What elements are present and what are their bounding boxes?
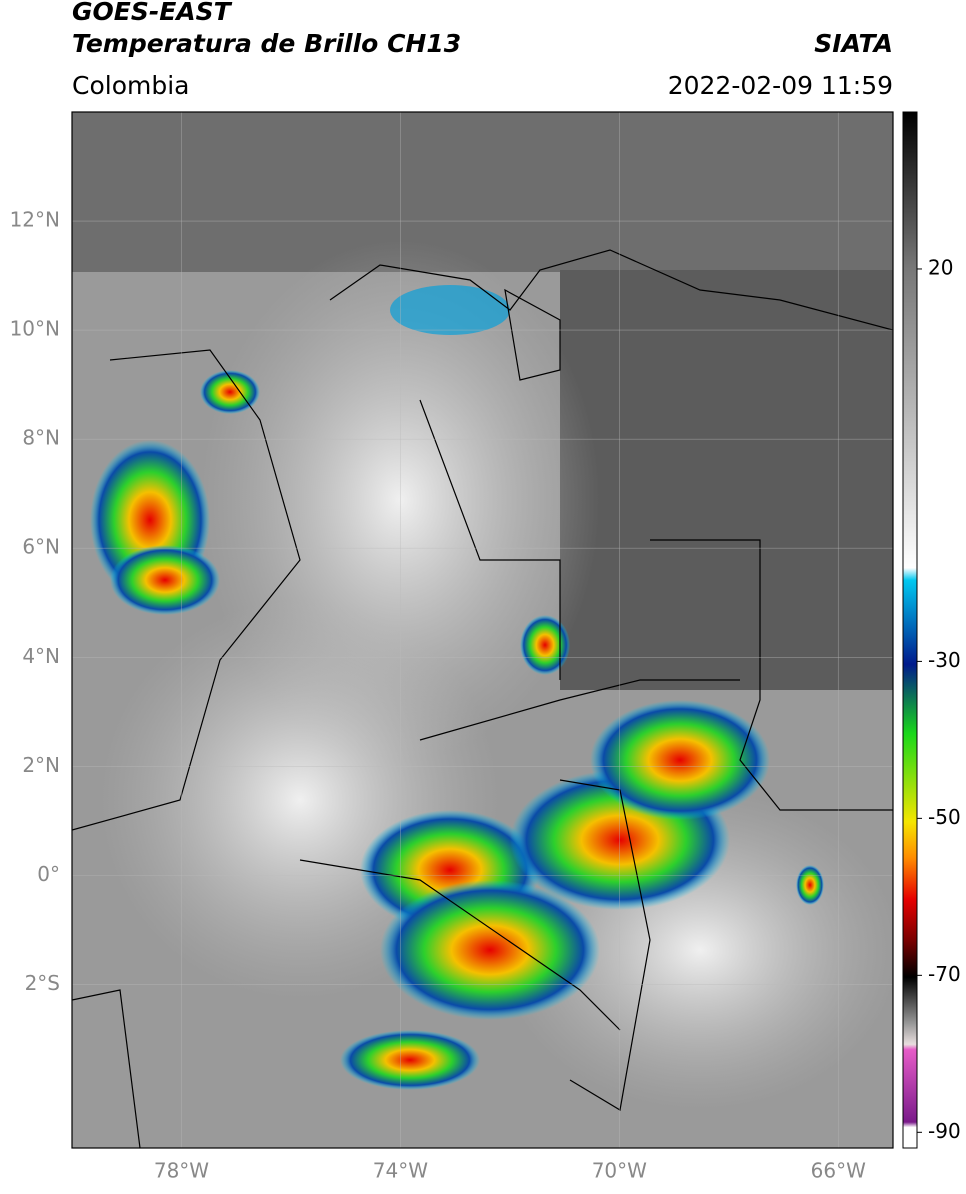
lon-label: 74°W	[373, 1159, 428, 1183]
satellite-image	[72, 112, 893, 1148]
map-frame	[71, 111, 894, 1149]
title: GOES-EAST	[72, 0, 233, 26]
lon-label: 70°W	[592, 1159, 647, 1183]
timestamp: 2022-02-09 11:59	[668, 71, 893, 100]
colorbar-tick-label: -90	[928, 1119, 961, 1143]
colorbar-tick-label: -70	[928, 962, 961, 986]
region: Colombia	[72, 71, 189, 100]
colorbar-tick-label: -50	[928, 805, 961, 829]
lon-label: 66°W	[811, 1159, 866, 1183]
colorbar	[902, 111, 918, 1149]
lat-label: 4°N	[22, 644, 60, 668]
source: SIATA	[814, 29, 893, 58]
lat-label: 10°N	[10, 317, 60, 341]
lat-label: 2°N	[22, 753, 60, 777]
lat-label: 2°S	[25, 971, 60, 995]
subtitle: Temperatura de Brillo CH13	[72, 29, 461, 58]
colorbar-tick-label: -30	[928, 648, 961, 672]
colorbar-tick-label: 20	[928, 255, 953, 279]
lat-label: 6°N	[22, 535, 60, 559]
lon-label: 78°W	[154, 1159, 209, 1183]
lat-label: 0°	[37, 862, 60, 886]
lat-label: 8°N	[22, 426, 60, 450]
lat-label: 12°N	[10, 208, 60, 232]
